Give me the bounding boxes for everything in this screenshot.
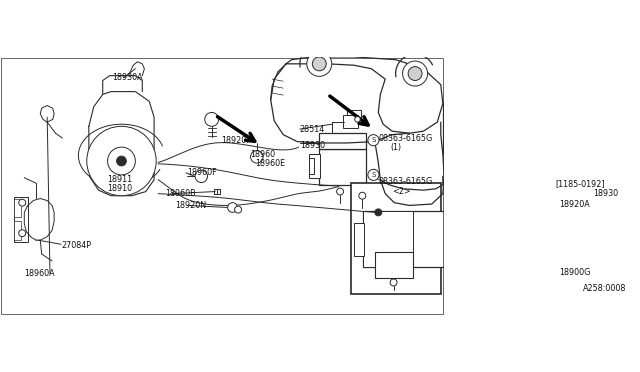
Circle shape bbox=[368, 135, 379, 146]
Circle shape bbox=[307, 51, 332, 76]
Text: 18930: 18930 bbox=[593, 189, 619, 198]
Text: 18960E: 18960E bbox=[255, 159, 285, 168]
Text: 08363-6165G: 08363-6165G bbox=[378, 134, 433, 142]
Circle shape bbox=[228, 203, 237, 212]
Circle shape bbox=[368, 169, 379, 180]
Text: S: S bbox=[371, 172, 376, 178]
Bar bbox=[319, 148, 367, 185]
Bar bbox=[354, 223, 364, 256]
Circle shape bbox=[403, 61, 428, 86]
Circle shape bbox=[19, 230, 26, 237]
Circle shape bbox=[195, 170, 207, 183]
Circle shape bbox=[337, 188, 344, 195]
Text: 18930: 18930 bbox=[300, 141, 325, 150]
Bar bbox=[14, 221, 21, 240]
Circle shape bbox=[355, 116, 360, 122]
Bar bbox=[14, 199, 21, 217]
Text: (1): (1) bbox=[390, 142, 401, 152]
Text: 27084P: 27084P bbox=[61, 241, 91, 250]
Bar bbox=[375, 252, 413, 278]
Text: 18920A: 18920A bbox=[559, 199, 589, 209]
Circle shape bbox=[408, 67, 422, 80]
Circle shape bbox=[19, 199, 26, 206]
Circle shape bbox=[108, 147, 135, 175]
Text: 18960: 18960 bbox=[250, 150, 275, 158]
Circle shape bbox=[251, 151, 263, 163]
Text: 18920N: 18920N bbox=[175, 201, 206, 210]
Text: 18930A: 18930A bbox=[113, 73, 143, 82]
Text: 28514: 28514 bbox=[300, 125, 325, 134]
Circle shape bbox=[205, 112, 219, 126]
Bar bbox=[214, 189, 216, 194]
Circle shape bbox=[375, 209, 381, 216]
Text: 18910: 18910 bbox=[108, 184, 132, 193]
Text: 18900G: 18900G bbox=[559, 267, 590, 276]
Text: 18960F: 18960F bbox=[188, 168, 217, 177]
Text: 18960A: 18960A bbox=[24, 269, 55, 278]
Text: S: S bbox=[371, 137, 376, 143]
Bar bbox=[217, 189, 220, 194]
Text: 08363-6165G: 08363-6165G bbox=[378, 177, 433, 186]
Text: [1185-0192]: [1185-0192] bbox=[556, 179, 605, 188]
Bar bbox=[347, 110, 361, 122]
Text: <2>: <2> bbox=[392, 187, 411, 196]
Circle shape bbox=[390, 279, 397, 286]
Bar bbox=[309, 158, 314, 173]
Circle shape bbox=[312, 57, 326, 71]
Circle shape bbox=[359, 192, 366, 199]
Bar bbox=[348, 115, 354, 121]
Text: A258:0008: A258:0008 bbox=[583, 284, 627, 293]
Bar bbox=[351, 183, 442, 294]
Bar bbox=[319, 133, 367, 148]
Text: 18960B: 18960B bbox=[165, 189, 196, 198]
Circle shape bbox=[235, 206, 241, 213]
Bar bbox=[363, 211, 413, 266]
Text: 18911: 18911 bbox=[108, 175, 132, 184]
Bar bbox=[343, 115, 358, 128]
Bar bbox=[309, 154, 320, 178]
Bar bbox=[363, 211, 446, 266]
Circle shape bbox=[116, 156, 126, 166]
Bar bbox=[14, 197, 28, 242]
Circle shape bbox=[87, 126, 156, 196]
Text: 18920F: 18920F bbox=[221, 136, 250, 145]
